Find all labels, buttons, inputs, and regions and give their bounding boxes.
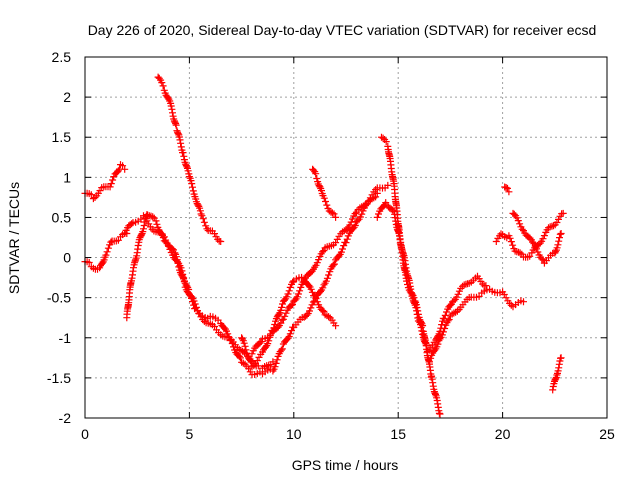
series-markers xyxy=(426,285,527,366)
series-markers xyxy=(509,209,565,267)
x-axis-title: GPS time / hours xyxy=(292,457,399,473)
y-tick-label: 2 xyxy=(63,89,71,105)
y-tick-label: -2 xyxy=(59,410,72,426)
plot-frame xyxy=(84,56,608,419)
series-track-1 xyxy=(81,161,129,203)
x-axis-ticks: 0 5 10 15 20 25 xyxy=(81,57,615,442)
series-markers xyxy=(309,165,340,221)
series-track-12 xyxy=(426,285,527,366)
series-track-13 xyxy=(492,209,567,261)
y-tick-label: 0 xyxy=(63,250,71,266)
series-markers xyxy=(259,189,381,378)
y-tick-label: 1.5 xyxy=(52,129,72,145)
x-tick-label: 15 xyxy=(390,426,406,442)
x-tick-label: 5 xyxy=(186,426,194,442)
series-markers xyxy=(501,183,513,196)
series-track-8 xyxy=(259,189,381,378)
y-axis-ticks: -2 -1.5 -1 -0.5 0 0.5 1 1.5 2 2.5 xyxy=(47,49,607,426)
series-markers xyxy=(154,73,225,245)
series-markers xyxy=(121,212,262,370)
series-markers xyxy=(81,161,129,203)
series-track-9 xyxy=(309,165,340,221)
x-tick-label: 20 xyxy=(495,426,511,442)
series-track-5 xyxy=(154,73,225,245)
y-tick-label: 0.5 xyxy=(52,209,72,225)
y-tick-label: -0.5 xyxy=(47,290,71,306)
series-track-14 xyxy=(501,183,513,196)
series-markers xyxy=(492,209,567,261)
series-markers xyxy=(373,199,490,355)
series-markers xyxy=(549,354,565,394)
y-tick-label: 2.5 xyxy=(52,49,72,65)
x-tick-label: 10 xyxy=(286,426,302,442)
y-tick-label: -1.5 xyxy=(47,370,71,386)
y-axis-title: SDTVAR / TECUs xyxy=(6,182,22,294)
series-track-2 xyxy=(81,229,131,273)
x-tick-label: 0 xyxy=(81,426,89,442)
grid-lines xyxy=(85,57,607,418)
y-tick-label: 1 xyxy=(63,169,71,185)
series-markers xyxy=(81,229,131,273)
series-track-16 xyxy=(549,354,565,394)
x-tick-label: 25 xyxy=(599,426,615,442)
series-track-15 xyxy=(509,209,565,267)
series-points xyxy=(81,73,567,418)
chart-title: Day 226 of 2020, Sidereal Day-to-day VTE… xyxy=(88,22,597,38)
series-track-4 xyxy=(121,212,262,370)
series-track-11 xyxy=(373,199,490,355)
y-tick-label: -1 xyxy=(59,330,72,346)
